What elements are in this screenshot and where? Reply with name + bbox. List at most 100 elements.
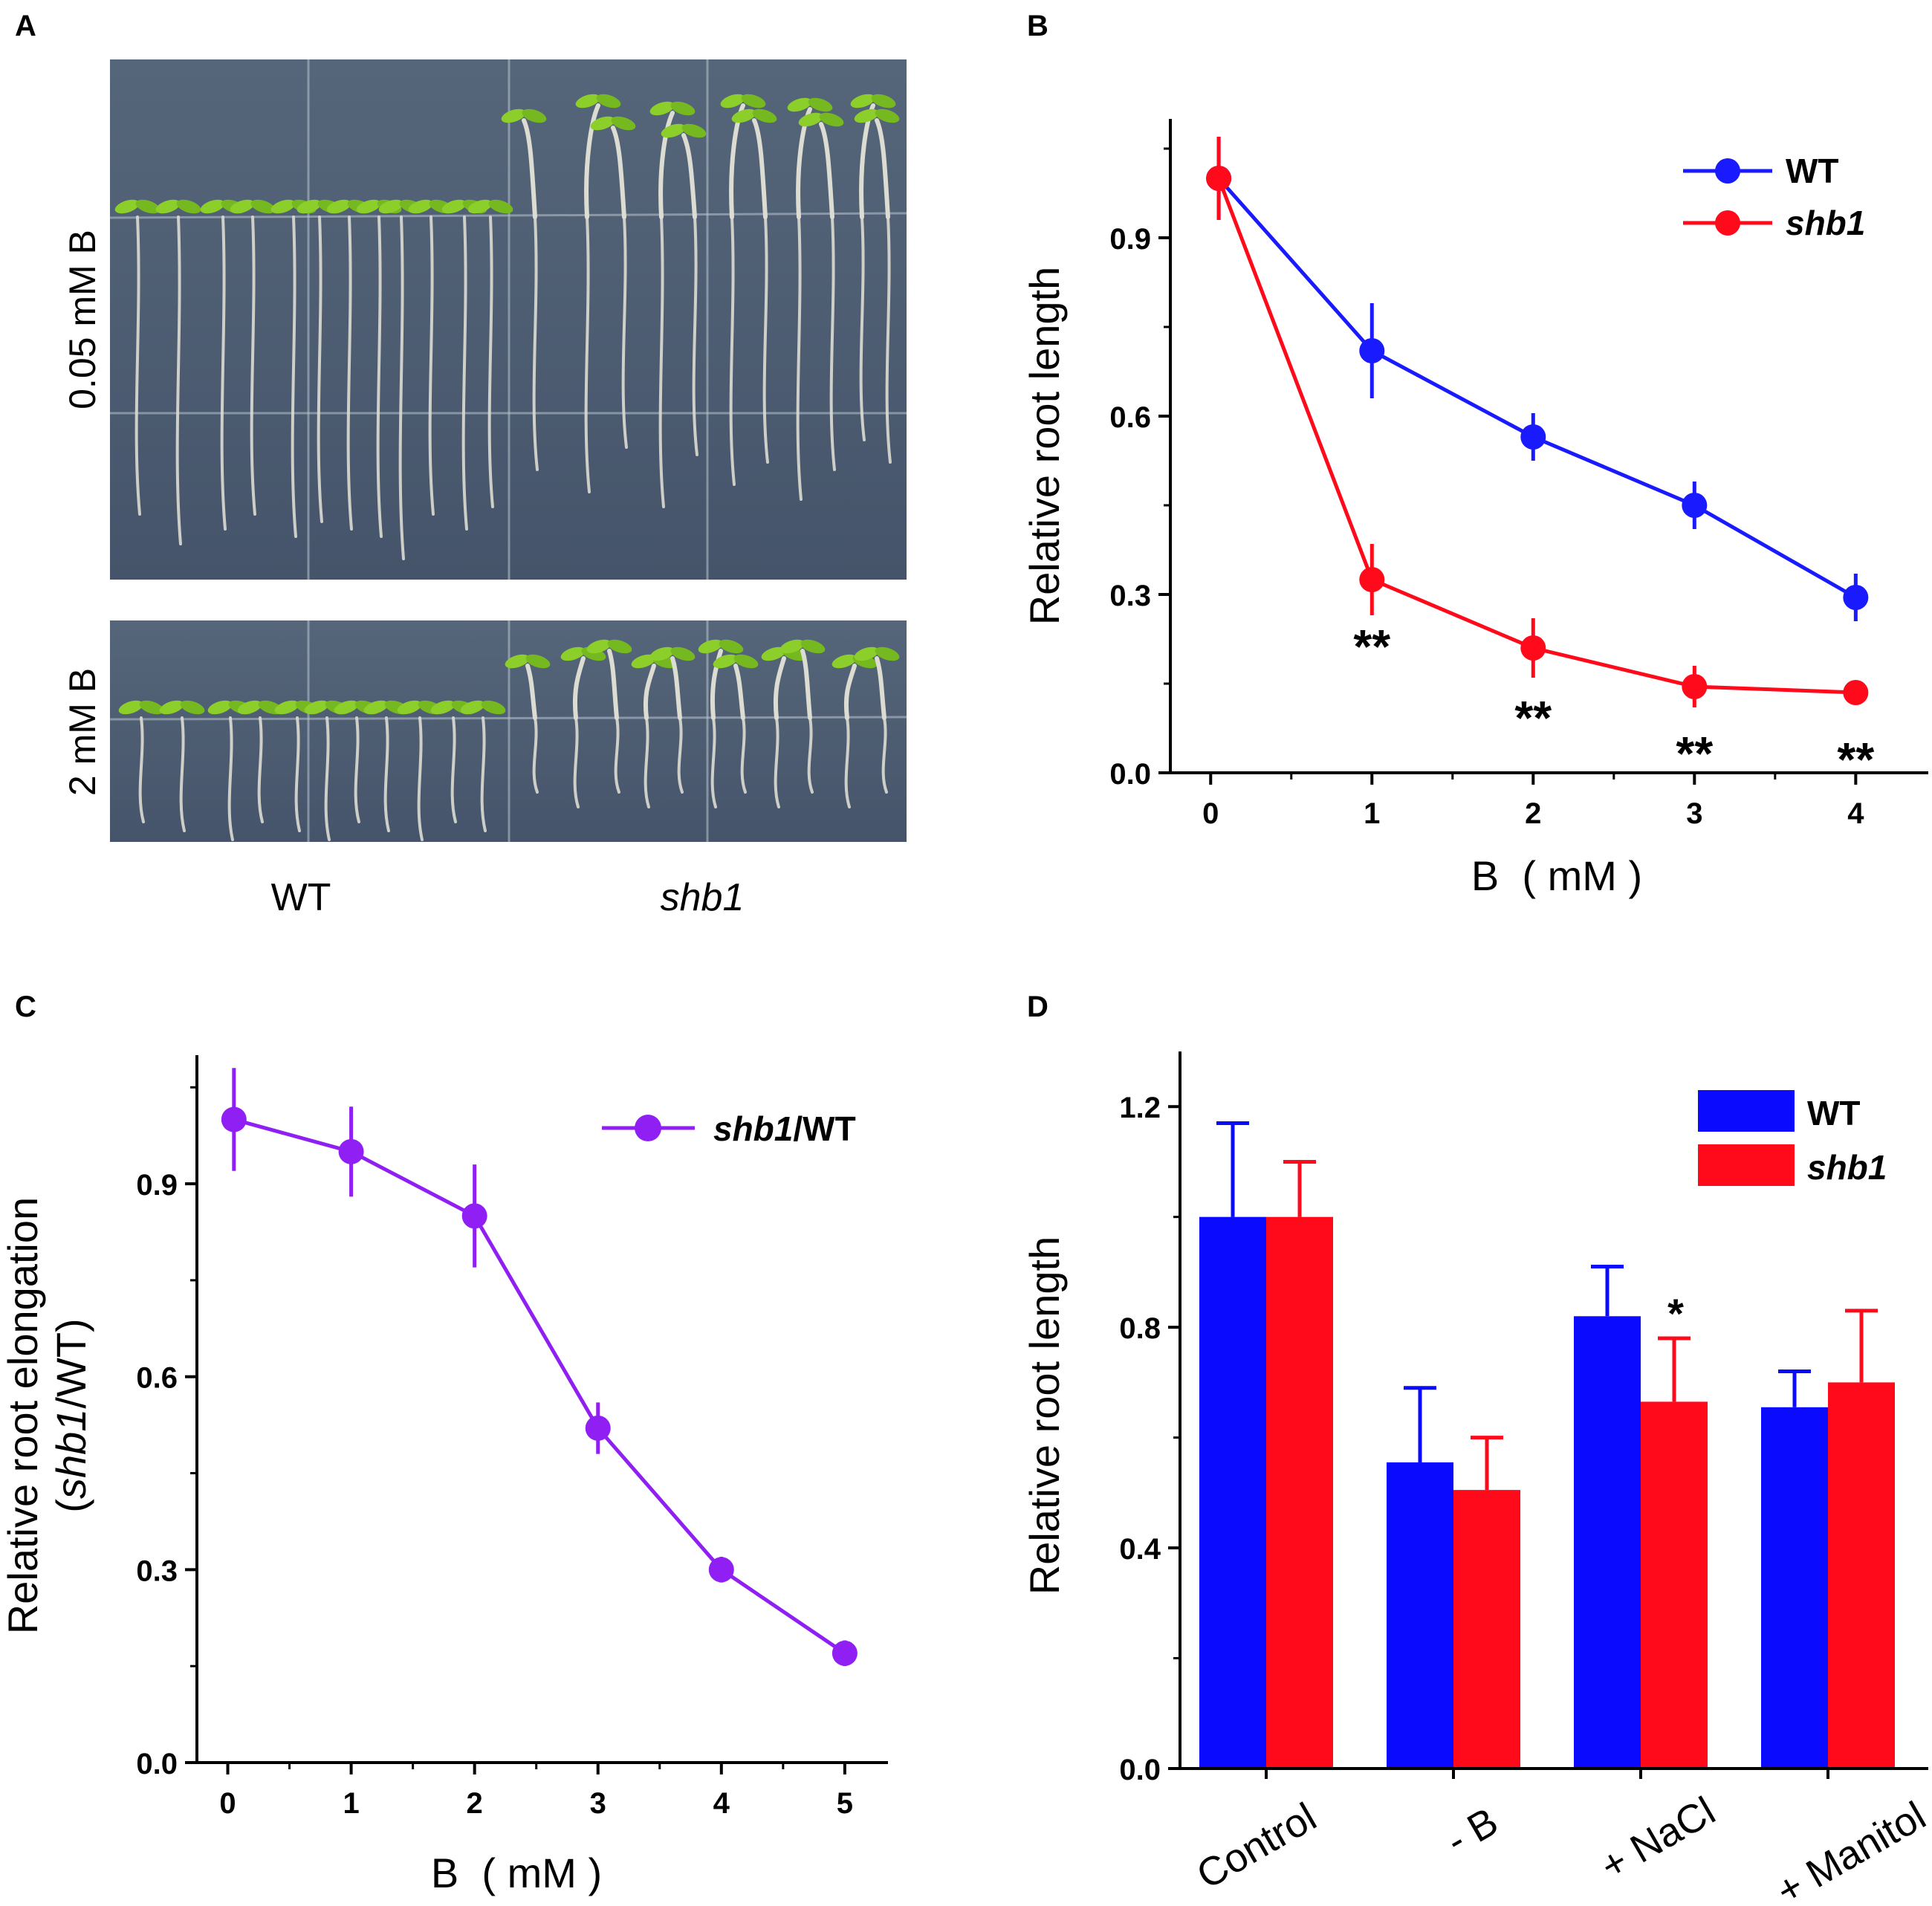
hypocotyl [773,656,786,720]
cotyledon [522,108,547,123]
chart-c-y-label-line1: Relative root elongation [0,1197,46,1634]
chart-b-legend: WT shb1 [1683,152,1865,242]
chart-b-annotations: ** ** ** ** [1353,620,1874,786]
root [383,716,390,832]
chartB-y-tick-label: 0.3 [1109,580,1151,612]
cotyledon [460,700,485,715]
cotyledon [611,116,636,131]
cotyledon [631,654,656,669]
root [324,716,331,841]
chart-d-bar-wt [1574,1316,1641,1769]
chart-d-y-tick-label: 0.0 [1119,1754,1161,1786]
chartB-significance-mark: ** [1514,691,1552,745]
chart-d-legend-label-wt: WT [1807,1094,1861,1132]
cotyledon [698,639,723,654]
chartB-y-tick-label: 0.9 [1109,223,1151,256]
hypocotyl [522,118,537,219]
root [227,716,234,841]
cotyledon [207,700,233,715]
chart-d-significance-mark: * [1667,1290,1684,1337]
root [677,716,684,794]
chartC-series-line-0 [233,1118,846,1655]
cotyledon [649,101,675,116]
hypocotyl [584,103,600,219]
cotyledon [481,700,506,715]
cotyledon [467,199,493,214]
root [584,215,591,493]
cotyledon [787,97,812,112]
cotyledon [731,108,756,123]
root [376,215,383,538]
chart-d-axes [1179,1051,1928,1770]
root [257,716,264,823]
root [250,215,256,516]
chart-c-ticks: 0 1 2 3 4 5 0.0 0.3 0.6 0.9 [136,1086,853,1820]
chartB-significance-mark: ** [1837,733,1874,786]
cotyledon [430,700,456,715]
panel-c: C 0 1 2 3 4 5 0.0 0.3 0.6 0.9 B ( mM ) Relative r… [0,991,888,1896]
root [291,215,297,538]
cotyledon [741,94,766,108]
chartC-x-tick-label: 5 [837,1787,853,1820]
cotyledon [525,654,551,669]
root [774,716,780,808]
cotyledon [230,199,255,214]
cotyledon [139,700,164,715]
root [885,215,892,464]
hypocotyl [670,656,682,720]
panel-letter-d: D [1027,991,1048,1023]
cotyledon [854,108,879,123]
cotyledon [296,199,322,214]
chartB-data-point [1359,567,1385,592]
chart-d-y-tick-label: 0.4 [1119,1533,1161,1566]
hypocotyl [611,126,626,219]
hypocotyl [819,122,834,219]
root [179,716,186,832]
cotyledon [649,646,675,661]
root [346,215,353,531]
chartC-data-point [832,1640,858,1666]
chart-c-axes [195,1055,888,1764]
chart-d-bar-wt [1199,1216,1266,1769]
panel-a: A 0.05 mM B 2 mM B WT sh [15,10,907,919]
cotyledon [135,199,161,214]
cotyledon [596,94,621,108]
chartC-y-tick-label: 0.3 [136,1555,178,1587]
chartB-data-point [1359,338,1385,363]
cotyledon [713,654,738,669]
cotyledon [850,94,875,108]
root [644,716,650,808]
root [417,716,424,841]
chartB-y-tick-label: 0.6 [1109,401,1151,434]
cotyledon [237,700,262,715]
plate-bottom [109,620,907,842]
cotyledon [501,108,526,123]
root [532,215,539,471]
hypocotyl [607,649,619,720]
root [692,215,698,456]
cotyledon [761,646,786,661]
root [844,716,851,808]
chartB-x-tick-label: 1 [1364,797,1380,830]
col-label-shb1: shb1 [661,876,745,919]
chart-b-axes [1169,119,1928,774]
chart-b-legend-label-shb1: shb1 [1786,204,1865,242]
chart-c-y-label-line2: (shb1/WT) [48,1318,94,1512]
chartC-y-tick-label: 0.6 [136,1362,178,1395]
chartC-x-tick-label: 2 [467,1787,483,1820]
hypocotyl [733,664,745,720]
chartC-data-point [585,1415,611,1441]
chartC-data-point [338,1138,364,1164]
chart-d-y-tick-label: 0.8 [1119,1312,1161,1345]
cotyledon [270,199,296,214]
chart-d-bar-wt [1761,1407,1828,1769]
cotyledon [488,199,513,214]
chartB-x-tick-label: 4 [1847,797,1864,830]
cotyledon [719,639,744,654]
chart-d-y-tick-label: 1.2 [1119,1092,1161,1124]
cotyledon [779,639,805,654]
plate-top [109,59,907,580]
chartB-x-tick-label: 2 [1525,797,1541,830]
root [658,215,665,508]
cotyledon [118,700,143,715]
